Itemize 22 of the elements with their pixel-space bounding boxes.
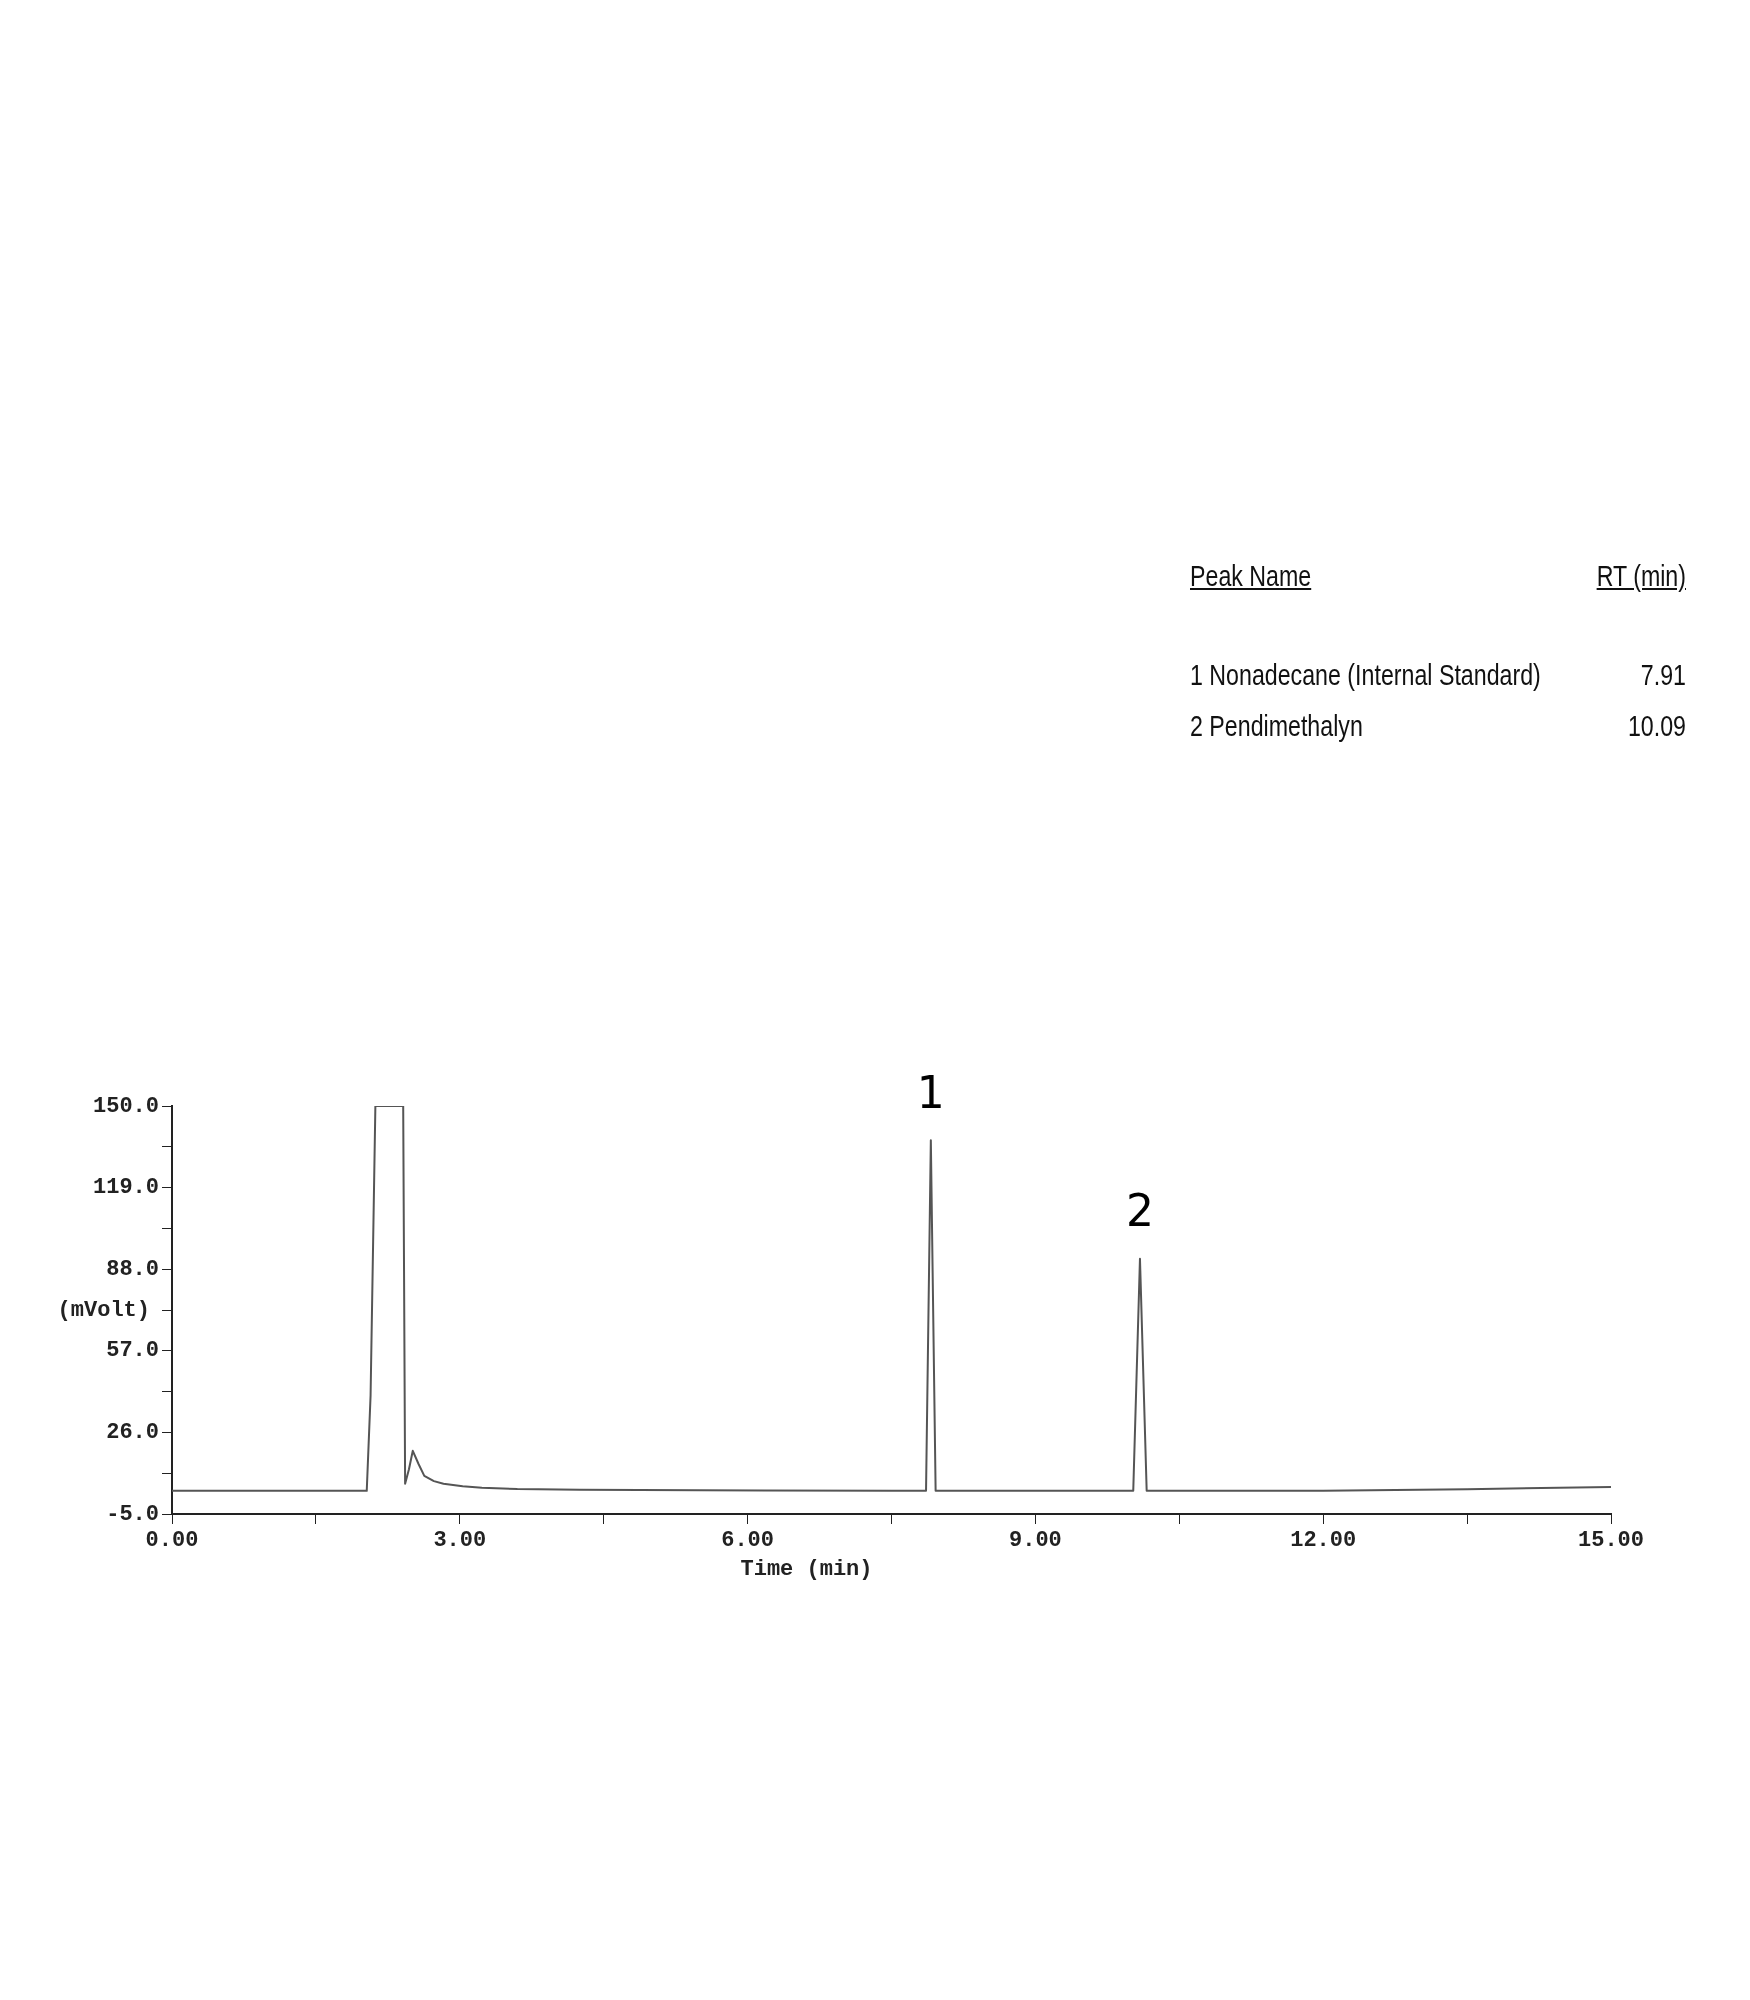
text: 1 Nonadecane (Internal Standard)	[1190, 659, 1542, 692]
y-tick-label: -5.0	[106, 1501, 159, 1527]
y-tick-label: 150.0	[92, 1093, 159, 1119]
y-tick-label: 26.0	[106, 1419, 159, 1445]
x-tick-label: 9.00	[1008, 1527, 1062, 1553]
x-tick-label: 15.00	[1577, 1527, 1645, 1553]
y-tick-label: 88.0	[106, 1256, 159, 1282]
y-axis-title: (mVolt)	[57, 1297, 150, 1323]
text: Peak Name	[1190, 560, 1313, 593]
text: 2 Pendimethalyn	[1190, 710, 1364, 743]
x-tick-label: 0.00	[145, 1527, 199, 1553]
x-tick-label: 3.00	[433, 1527, 487, 1553]
x-axis-title: Time (min)	[740, 1556, 873, 1582]
annotation: 2	[1125, 1185, 1154, 1237]
y-tick-label: 57.0	[106, 1338, 159, 1364]
y-tick-label: 119.0	[92, 1175, 159, 1201]
x-tick-label: 6.00	[721, 1527, 775, 1553]
text: 7.91	[1639, 659, 1686, 692]
text: 10.09	[1626, 710, 1686, 743]
x-tick-label: 12.00	[1290, 1527, 1357, 1553]
text: RT (min)	[1595, 560, 1686, 593]
annotation: 1	[916, 1066, 945, 1118]
